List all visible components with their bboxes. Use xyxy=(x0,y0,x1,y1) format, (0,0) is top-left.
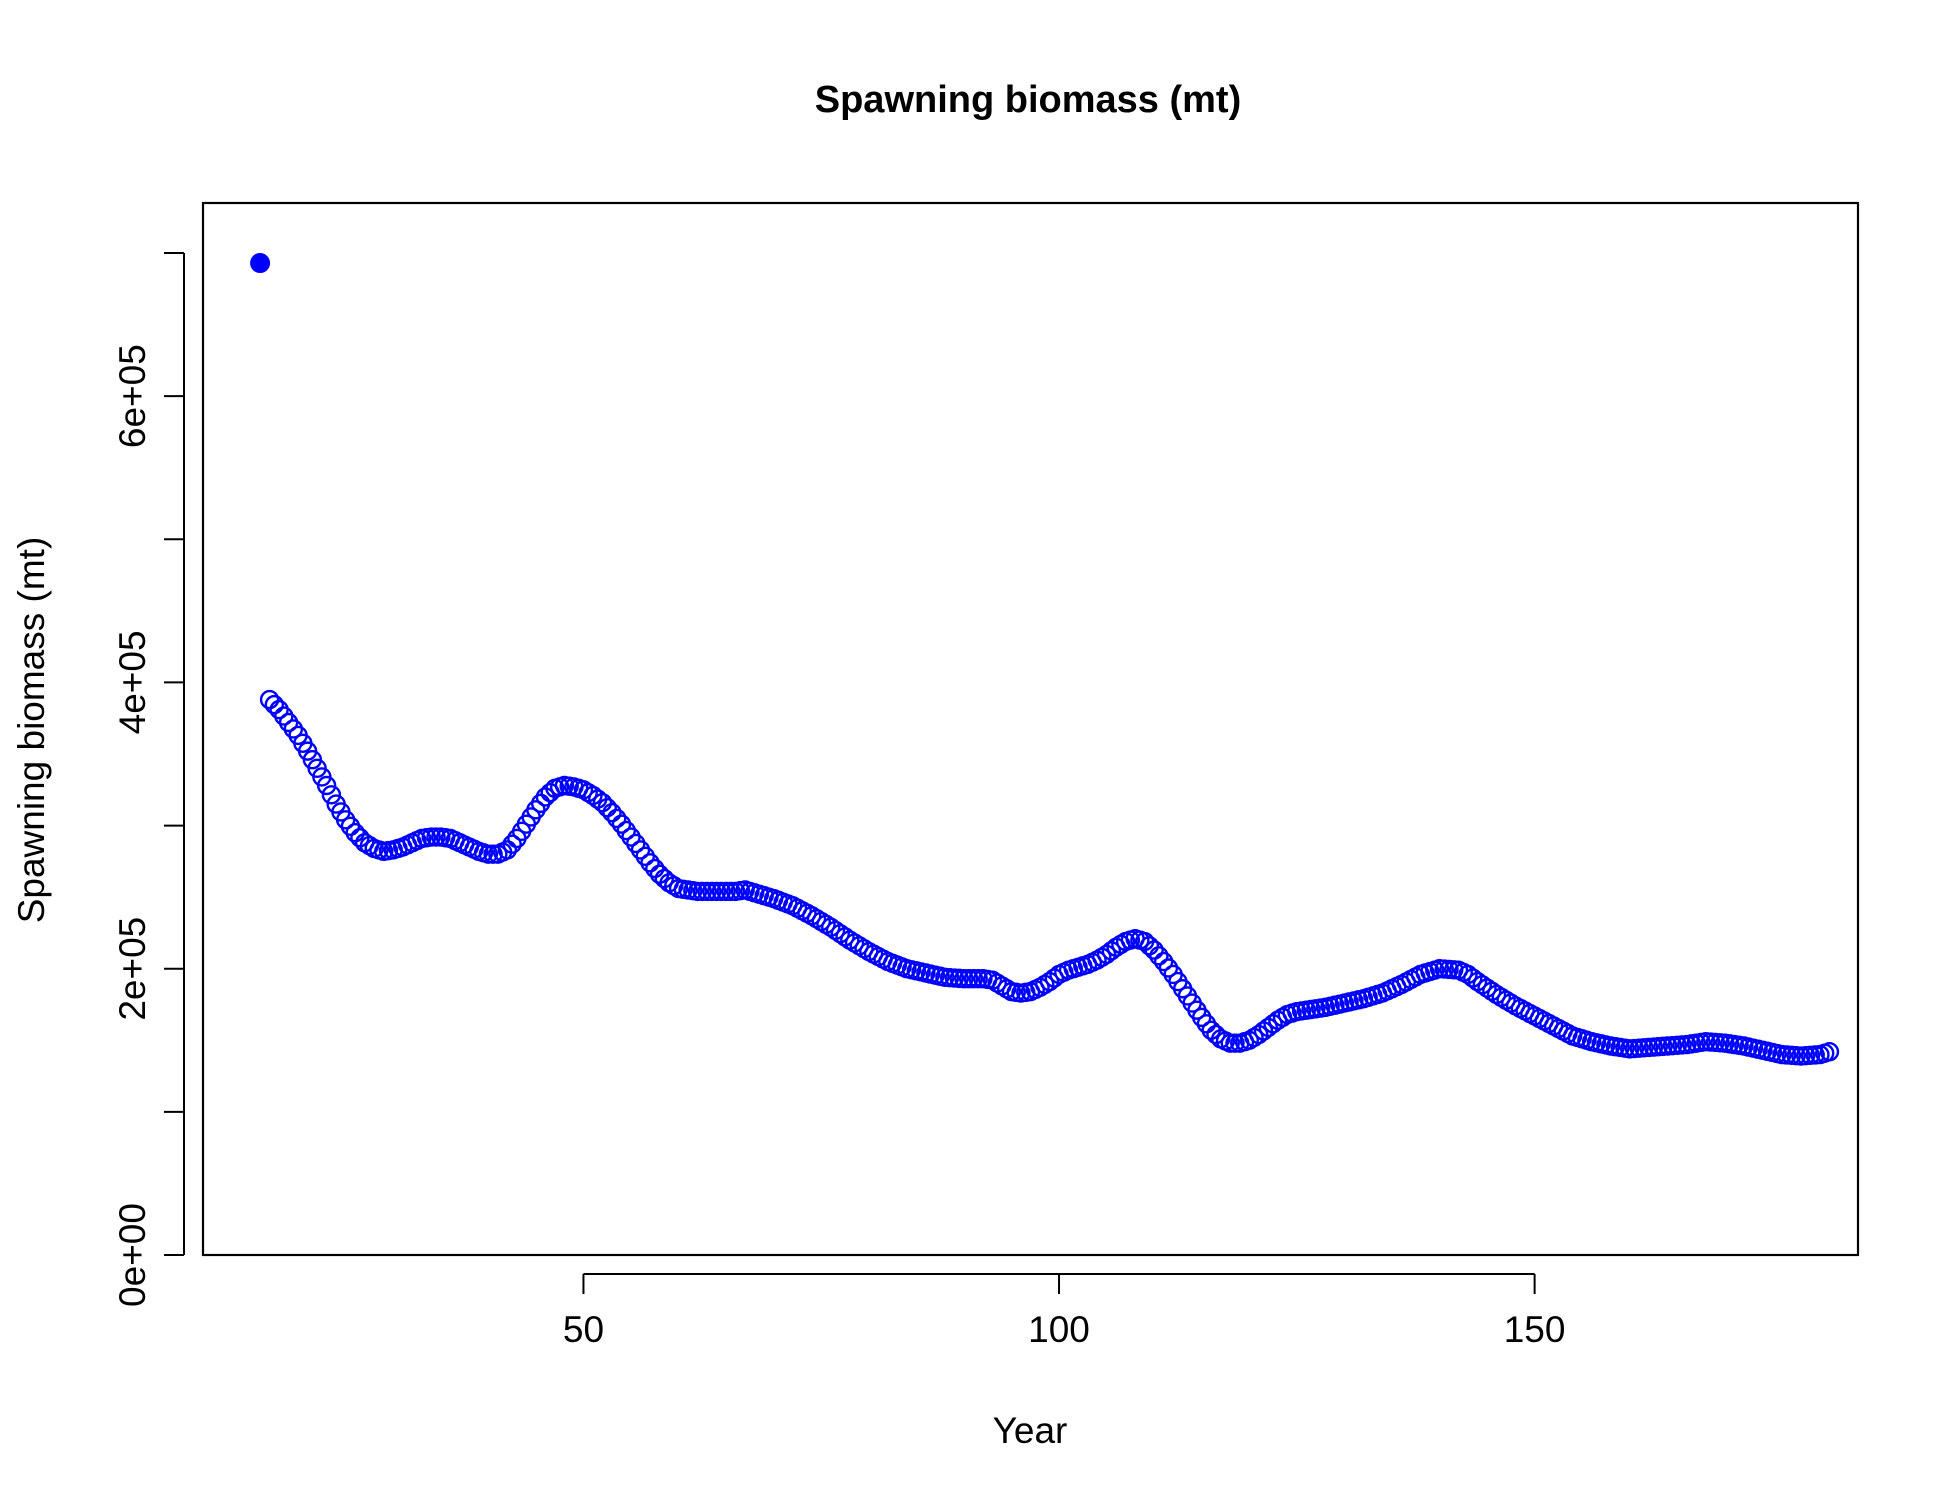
biomass-point xyxy=(687,881,708,902)
biomass-point xyxy=(702,881,722,902)
biomass-point xyxy=(321,785,342,805)
chart-title: Spawning biomass (mt) xyxy=(815,79,1241,121)
x-tick-label: 150 xyxy=(1504,1309,1566,1350)
biomass-point xyxy=(706,881,727,902)
x-tick-label: 50 xyxy=(563,1309,604,1350)
data-points xyxy=(250,253,1840,1066)
biomass-point xyxy=(426,827,446,847)
y-tick-label: 4e+05 xyxy=(112,630,153,734)
biomass-point xyxy=(602,802,622,823)
y-tick-label: 6e+05 xyxy=(112,344,153,448)
biomass-point xyxy=(1472,975,1492,995)
biomass-point xyxy=(835,927,855,947)
biomass-point xyxy=(716,881,736,902)
biomass-point xyxy=(1482,981,1502,1001)
biomass-point xyxy=(1149,946,1169,966)
biomass-point xyxy=(597,797,617,818)
biomass-point xyxy=(259,689,280,710)
biomass-point xyxy=(497,840,518,860)
biomass-point xyxy=(968,969,988,989)
biomass-point xyxy=(1225,1033,1245,1053)
biomass-point xyxy=(697,881,717,902)
y-tick-label: 0e+00 xyxy=(112,1203,153,1307)
biomass-point xyxy=(1819,1042,1840,1062)
biomass-point xyxy=(1101,941,1122,961)
biomass-point xyxy=(711,881,732,902)
y-tick-label: 2e+05 xyxy=(112,917,153,1021)
initial-biomass-point xyxy=(250,253,271,274)
x-axis: 50 100 150 xyxy=(563,1273,1566,1350)
biomass-point xyxy=(478,844,499,864)
biomass-point xyxy=(963,969,984,989)
biomass-point xyxy=(1467,971,1488,992)
biomass-point xyxy=(316,775,337,796)
biomass-point xyxy=(721,881,741,902)
x-tick-label: 100 xyxy=(1028,1309,1090,1350)
biomass-point xyxy=(264,694,285,715)
biomass-point xyxy=(830,923,850,944)
biomass-point xyxy=(640,853,660,873)
biomass-point xyxy=(1263,1014,1283,1034)
biomass-point xyxy=(1220,1033,1240,1053)
biomass-point xyxy=(1144,940,1164,960)
biomass-point xyxy=(825,920,846,941)
biomass-point xyxy=(1477,978,1497,998)
biomass-point xyxy=(692,881,713,902)
x-axis-label: Year xyxy=(993,1410,1068,1451)
biomass-point xyxy=(502,834,522,854)
biomass-point xyxy=(954,969,974,989)
y-axis-label: Spawning biomass (mt) xyxy=(11,537,52,924)
biomass-point xyxy=(958,969,979,989)
biomass-point xyxy=(1206,1024,1226,1045)
y-axis: 0e+00 2e+05 4e+05 6e+05 xyxy=(112,252,185,1307)
biomass-point xyxy=(483,844,503,864)
biomass-point xyxy=(607,808,627,829)
biomass-point xyxy=(421,827,441,847)
plot-frame xyxy=(201,201,1860,1257)
biomass-point xyxy=(1044,968,1064,988)
biomass-point xyxy=(821,917,841,937)
